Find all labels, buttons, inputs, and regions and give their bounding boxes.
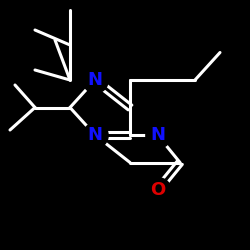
Text: O: O xyxy=(150,181,165,199)
Text: N: N xyxy=(88,126,102,144)
Text: N: N xyxy=(88,71,102,89)
Text: N: N xyxy=(150,126,165,144)
